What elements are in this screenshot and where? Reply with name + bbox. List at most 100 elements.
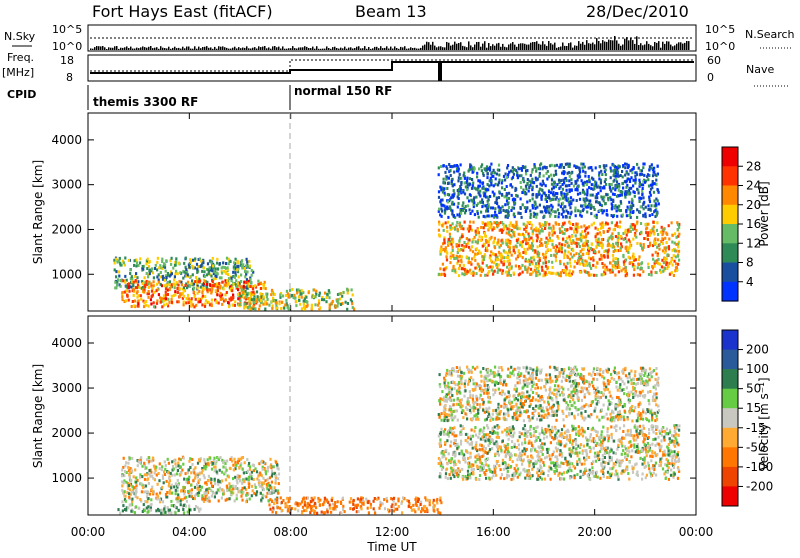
data-cell xyxy=(217,480,219,483)
data-cell xyxy=(141,465,143,468)
nsearch-bar xyxy=(632,40,634,50)
data-cell xyxy=(236,494,238,497)
data-cell xyxy=(173,279,175,282)
data-cell xyxy=(502,209,504,212)
data-cell xyxy=(244,275,246,278)
data-cell xyxy=(208,301,210,304)
data-cell xyxy=(534,207,536,210)
data-cell xyxy=(142,486,144,489)
nsearch-bar xyxy=(152,48,154,50)
data-cell xyxy=(228,497,230,500)
data-cell xyxy=(298,299,300,302)
nsearch-bar xyxy=(130,47,132,50)
data-cell xyxy=(512,477,514,480)
data-cell xyxy=(131,457,133,460)
data-cell xyxy=(229,467,231,470)
nsearch-bar xyxy=(290,48,292,50)
nsearch-bar xyxy=(158,49,160,50)
data-cell xyxy=(457,202,459,205)
data-cell xyxy=(594,250,596,253)
data-cell xyxy=(401,511,403,514)
nsearch-bar xyxy=(458,43,460,50)
data-cell xyxy=(167,293,169,296)
data-cell xyxy=(169,492,171,495)
data-cell xyxy=(489,265,491,268)
data-cell xyxy=(627,206,629,209)
data-cell xyxy=(478,250,480,253)
data-cell xyxy=(496,221,498,224)
data-cell xyxy=(514,198,516,201)
data-cell xyxy=(244,486,246,489)
data-cell xyxy=(546,178,548,181)
data-cell xyxy=(571,182,573,185)
data-cell xyxy=(459,173,461,176)
data-cell xyxy=(254,483,256,486)
data-cell xyxy=(177,461,179,464)
data-cell xyxy=(200,260,202,263)
data-cell xyxy=(512,176,514,179)
data-cell xyxy=(282,295,284,298)
data-cell xyxy=(122,504,124,507)
data-cell xyxy=(197,476,199,479)
nsearch-bar xyxy=(154,48,156,50)
nsearch-bar xyxy=(274,46,276,50)
data-cell xyxy=(531,178,533,181)
data-cell xyxy=(204,476,206,479)
data-cell xyxy=(464,182,466,185)
data-cell xyxy=(556,196,558,199)
data-cell xyxy=(552,266,554,269)
data-cell xyxy=(243,307,245,310)
data-cell xyxy=(450,252,452,255)
data-cell xyxy=(490,250,492,253)
data-cell xyxy=(648,273,650,276)
data-cell xyxy=(280,307,282,310)
nsearch-bar xyxy=(244,48,246,50)
data-cell xyxy=(582,182,584,185)
data-cell xyxy=(628,256,630,259)
data-cell xyxy=(232,296,234,299)
data-cell xyxy=(564,244,566,247)
data-cell xyxy=(208,475,210,478)
data-cell xyxy=(477,241,479,244)
data-cell xyxy=(301,307,303,310)
data-cell xyxy=(505,239,507,242)
data-cell xyxy=(571,256,573,259)
data-cell xyxy=(182,463,184,466)
data-cell xyxy=(128,282,130,285)
data-cell xyxy=(601,173,603,176)
data-cell xyxy=(608,183,610,186)
data-cell xyxy=(506,185,508,188)
data-cell xyxy=(521,216,523,219)
data-cell xyxy=(526,271,528,274)
data-cell xyxy=(632,238,634,241)
data-cell xyxy=(555,170,557,173)
data-cell xyxy=(281,509,283,512)
data-cell xyxy=(247,306,249,309)
data-cell xyxy=(198,458,200,461)
nsearch-bar xyxy=(450,46,452,50)
nsearch-bar xyxy=(362,48,364,50)
data-cell xyxy=(655,179,657,182)
data-cell xyxy=(584,242,586,245)
data-cell xyxy=(582,163,584,166)
data-cell xyxy=(600,227,602,230)
data-cell xyxy=(579,263,581,266)
data-cell xyxy=(124,281,126,284)
data-cell xyxy=(607,255,609,258)
data-cell xyxy=(505,271,507,274)
data-cell xyxy=(211,495,213,498)
data-cell xyxy=(553,227,555,230)
data-cell xyxy=(159,498,161,501)
data-cell xyxy=(214,465,216,468)
data-cell xyxy=(395,503,397,506)
data-cell xyxy=(674,249,676,252)
data-cell xyxy=(318,299,320,302)
data-cell xyxy=(177,284,179,287)
nsearch-bar xyxy=(490,46,492,50)
data-cell xyxy=(649,200,651,203)
data-cell xyxy=(128,259,130,262)
data-cell xyxy=(121,291,123,294)
data-cell xyxy=(168,477,170,480)
nsearch-bar xyxy=(150,46,152,50)
data-cell xyxy=(534,269,536,272)
